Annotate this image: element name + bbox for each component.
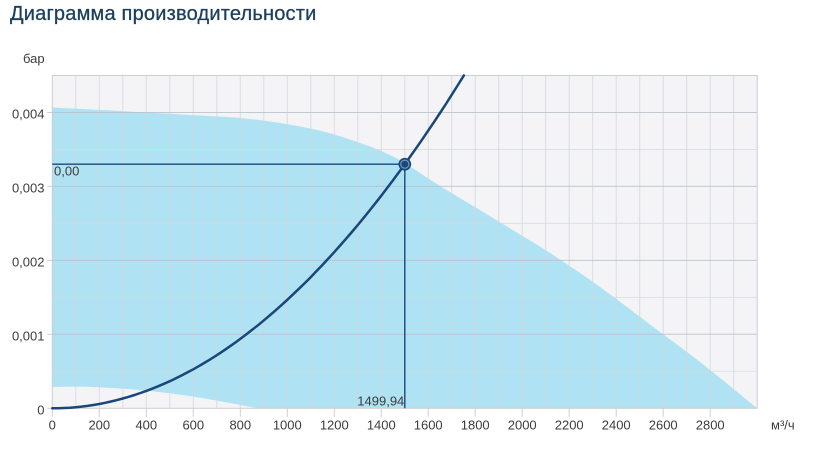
svg-text:2400: 2400: [602, 418, 631, 433]
svg-text:800: 800: [229, 418, 251, 433]
svg-text:200: 200: [88, 418, 110, 433]
svg-text:2600: 2600: [649, 418, 678, 433]
svg-text:0,003: 0,003: [12, 180, 45, 195]
svg-text:2200: 2200: [555, 418, 584, 433]
svg-text:1800: 1800: [461, 418, 490, 433]
svg-text:2800: 2800: [696, 418, 725, 433]
svg-text:0,004: 0,004: [12, 107, 45, 122]
svg-text:1400: 1400: [367, 418, 396, 433]
svg-text:600: 600: [182, 418, 204, 433]
svg-text:0,001: 0,001: [12, 328, 45, 343]
svg-text:400: 400: [135, 418, 157, 433]
svg-text:2000: 2000: [508, 418, 537, 433]
svg-text:бар: бар: [23, 51, 45, 66]
svg-text:1499,94: 1499,94: [357, 394, 404, 409]
svg-text:1200: 1200: [320, 418, 349, 433]
svg-text:0: 0: [49, 418, 56, 433]
svg-text:0,00: 0,00: [54, 164, 79, 179]
svg-text:1600: 1600: [414, 418, 443, 433]
svg-text:1000: 1000: [273, 418, 302, 433]
svg-text:0,002: 0,002: [12, 254, 45, 269]
svg-text:м³/ч: м³/ч: [771, 418, 795, 433]
svg-text:0: 0: [37, 402, 44, 417]
